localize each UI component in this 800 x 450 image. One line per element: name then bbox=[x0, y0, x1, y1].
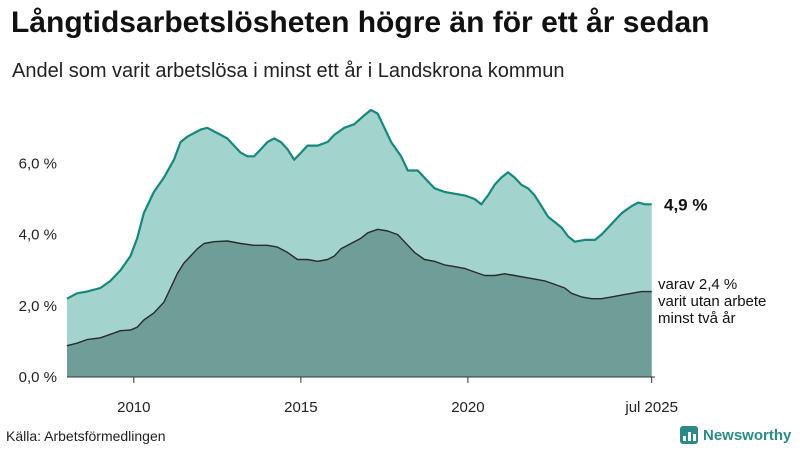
x-tick-label: 2015 bbox=[284, 399, 317, 416]
y-tick-label: 2,0 % bbox=[19, 298, 57, 315]
two-years-end-label-line: varit utan arbete bbox=[658, 293, 766, 310]
two-years-end-label-line: minst två år bbox=[658, 310, 736, 327]
total-end-label: 4,9 % bbox=[664, 195, 707, 214]
two-years-series-line bbox=[66, 228, 652, 347]
brand-name: Newsworthy bbox=[703, 426, 792, 444]
x-tick-label: 2020 bbox=[451, 399, 484, 416]
brand-logo[interactable]: Newsworthy bbox=[680, 426, 791, 444]
x-axis: 2010 2015 2020 jul 2025 bbox=[67, 376, 678, 416]
y-tick-label: 4,0 % bbox=[19, 227, 57, 244]
y-tick-label: 6,0 % bbox=[19, 155, 57, 172]
x-tick-label: jul 2025 bbox=[624, 399, 678, 416]
y-tick-label: 0,0 % bbox=[19, 369, 57, 386]
chart-subtitle: Andel som varit arbetslösa i minst ett å… bbox=[12, 60, 565, 82]
newsworthy-logo-icon bbox=[680, 426, 698, 444]
chart-title: Långtidsarbetslösheten högre än för ett … bbox=[11, 6, 710, 39]
y-axis: 0,0 % 2,0 % 4,0 % 6,0 % bbox=[19, 155, 57, 386]
two-years-end-label-line: varav 2,4 % bbox=[658, 276, 737, 293]
total-series-line bbox=[66, 108, 652, 300]
two-years-series-area bbox=[67, 229, 652, 377]
source-note: Källa: Arbetsförmedlingen bbox=[6, 428, 166, 444]
x-tick-label: 2010 bbox=[117, 399, 150, 416]
two-years-end-label: varav 2,4 % varit utan arbete minst två år bbox=[658, 276, 766, 327]
